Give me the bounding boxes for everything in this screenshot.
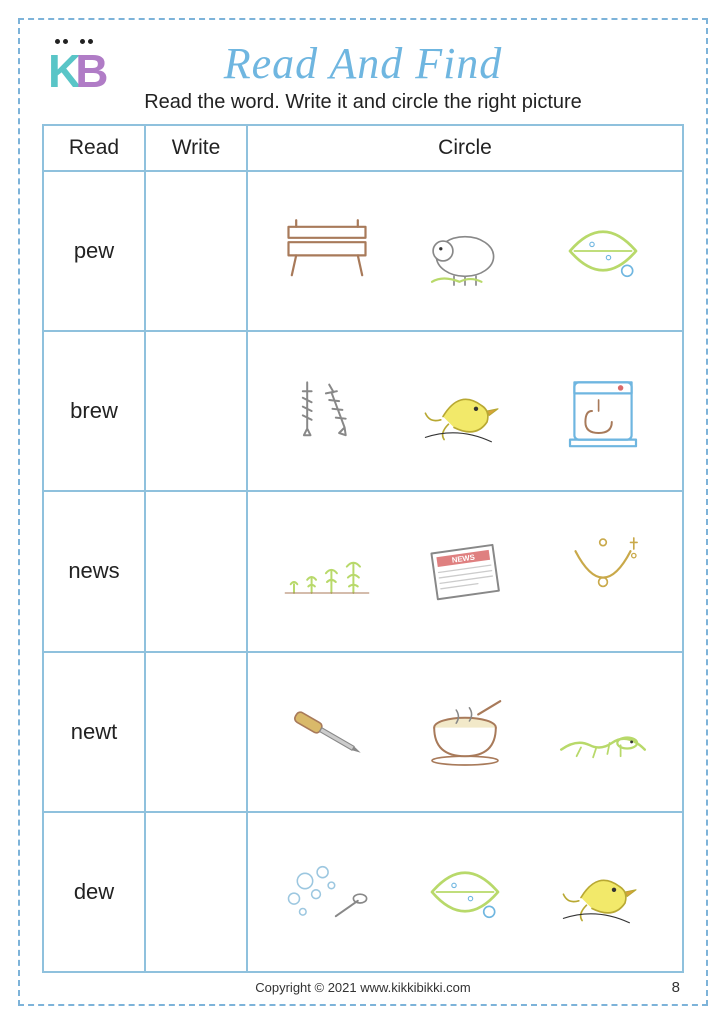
read-cell: dew <box>43 812 145 972</box>
header: K B Read And Find Read the word. Write i… <box>42 34 684 114</box>
read-cell: news <box>43 491 145 651</box>
table-row: dew <box>43 812 683 972</box>
kb-logo: K B <box>48 32 128 94</box>
leaf-dew-icon[interactable] <box>548 206 658 296</box>
circle-cell[interactable] <box>247 652 683 812</box>
read-cell: newt <box>43 652 145 812</box>
logo-letter-b: B <box>75 48 108 94</box>
bench-icon[interactable] <box>272 206 382 296</box>
read-cell: brew <box>43 331 145 491</box>
stew-bowl-icon[interactable] <box>410 687 520 777</box>
bird-icon[interactable] <box>410 366 520 456</box>
circle-cell[interactable]: NEWS <box>247 491 683 651</box>
necklace-icon[interactable] <box>548 526 658 616</box>
col-header-circle: Circle <box>247 125 683 171</box>
worksheet-table: Read Write Circle pew brew <box>42 124 684 973</box>
leaf-dew-icon[interactable] <box>410 847 520 937</box>
circle-cell[interactable] <box>247 331 683 491</box>
write-cell[interactable] <box>145 652 247 812</box>
screws-icon[interactable] <box>272 366 382 456</box>
col-header-read: Read <box>43 125 145 171</box>
page-title: Read And Find <box>224 38 503 89</box>
circle-cell[interactable] <box>247 171 683 331</box>
sheep-icon[interactable] <box>410 206 520 296</box>
table-header-row: Read Write Circle <box>43 125 683 171</box>
screwdriver-icon[interactable] <box>272 687 382 777</box>
read-cell: pew <box>43 171 145 331</box>
page-number: 8 <box>650 979 680 996</box>
bubbles-icon[interactable] <box>272 847 382 937</box>
newspaper-icon[interactable]: NEWS <box>410 526 520 616</box>
col-header-write: Write <box>145 125 247 171</box>
table-row: pew <box>43 171 683 331</box>
copyright-text: Copyright © 2021 www.kikkibikki.com <box>76 980 650 995</box>
write-cell[interactable] <box>145 491 247 651</box>
worksheet-page: K B Read And Find Read the word. Write i… <box>0 0 726 1024</box>
bird-icon[interactable] <box>548 847 658 937</box>
page-frame: K B Read And Find Read the word. Write i… <box>18 18 708 1006</box>
coffee-maker-icon[interactable] <box>548 366 658 456</box>
table-row: news NEWS <box>43 491 683 651</box>
lizard-icon[interactable] <box>548 687 658 777</box>
footer: Copyright © 2021 www.kikkibikki.com 8 <box>42 973 684 996</box>
sprouts-icon[interactable] <box>272 526 382 616</box>
circle-cell[interactable] <box>247 812 683 972</box>
page-subtitle: Read the word. Write it and circle the r… <box>144 91 582 114</box>
write-cell[interactable] <box>145 171 247 331</box>
write-cell[interactable] <box>145 331 247 491</box>
table-row: brew <box>43 331 683 491</box>
table-row: newt <box>43 652 683 812</box>
write-cell[interactable] <box>145 812 247 972</box>
